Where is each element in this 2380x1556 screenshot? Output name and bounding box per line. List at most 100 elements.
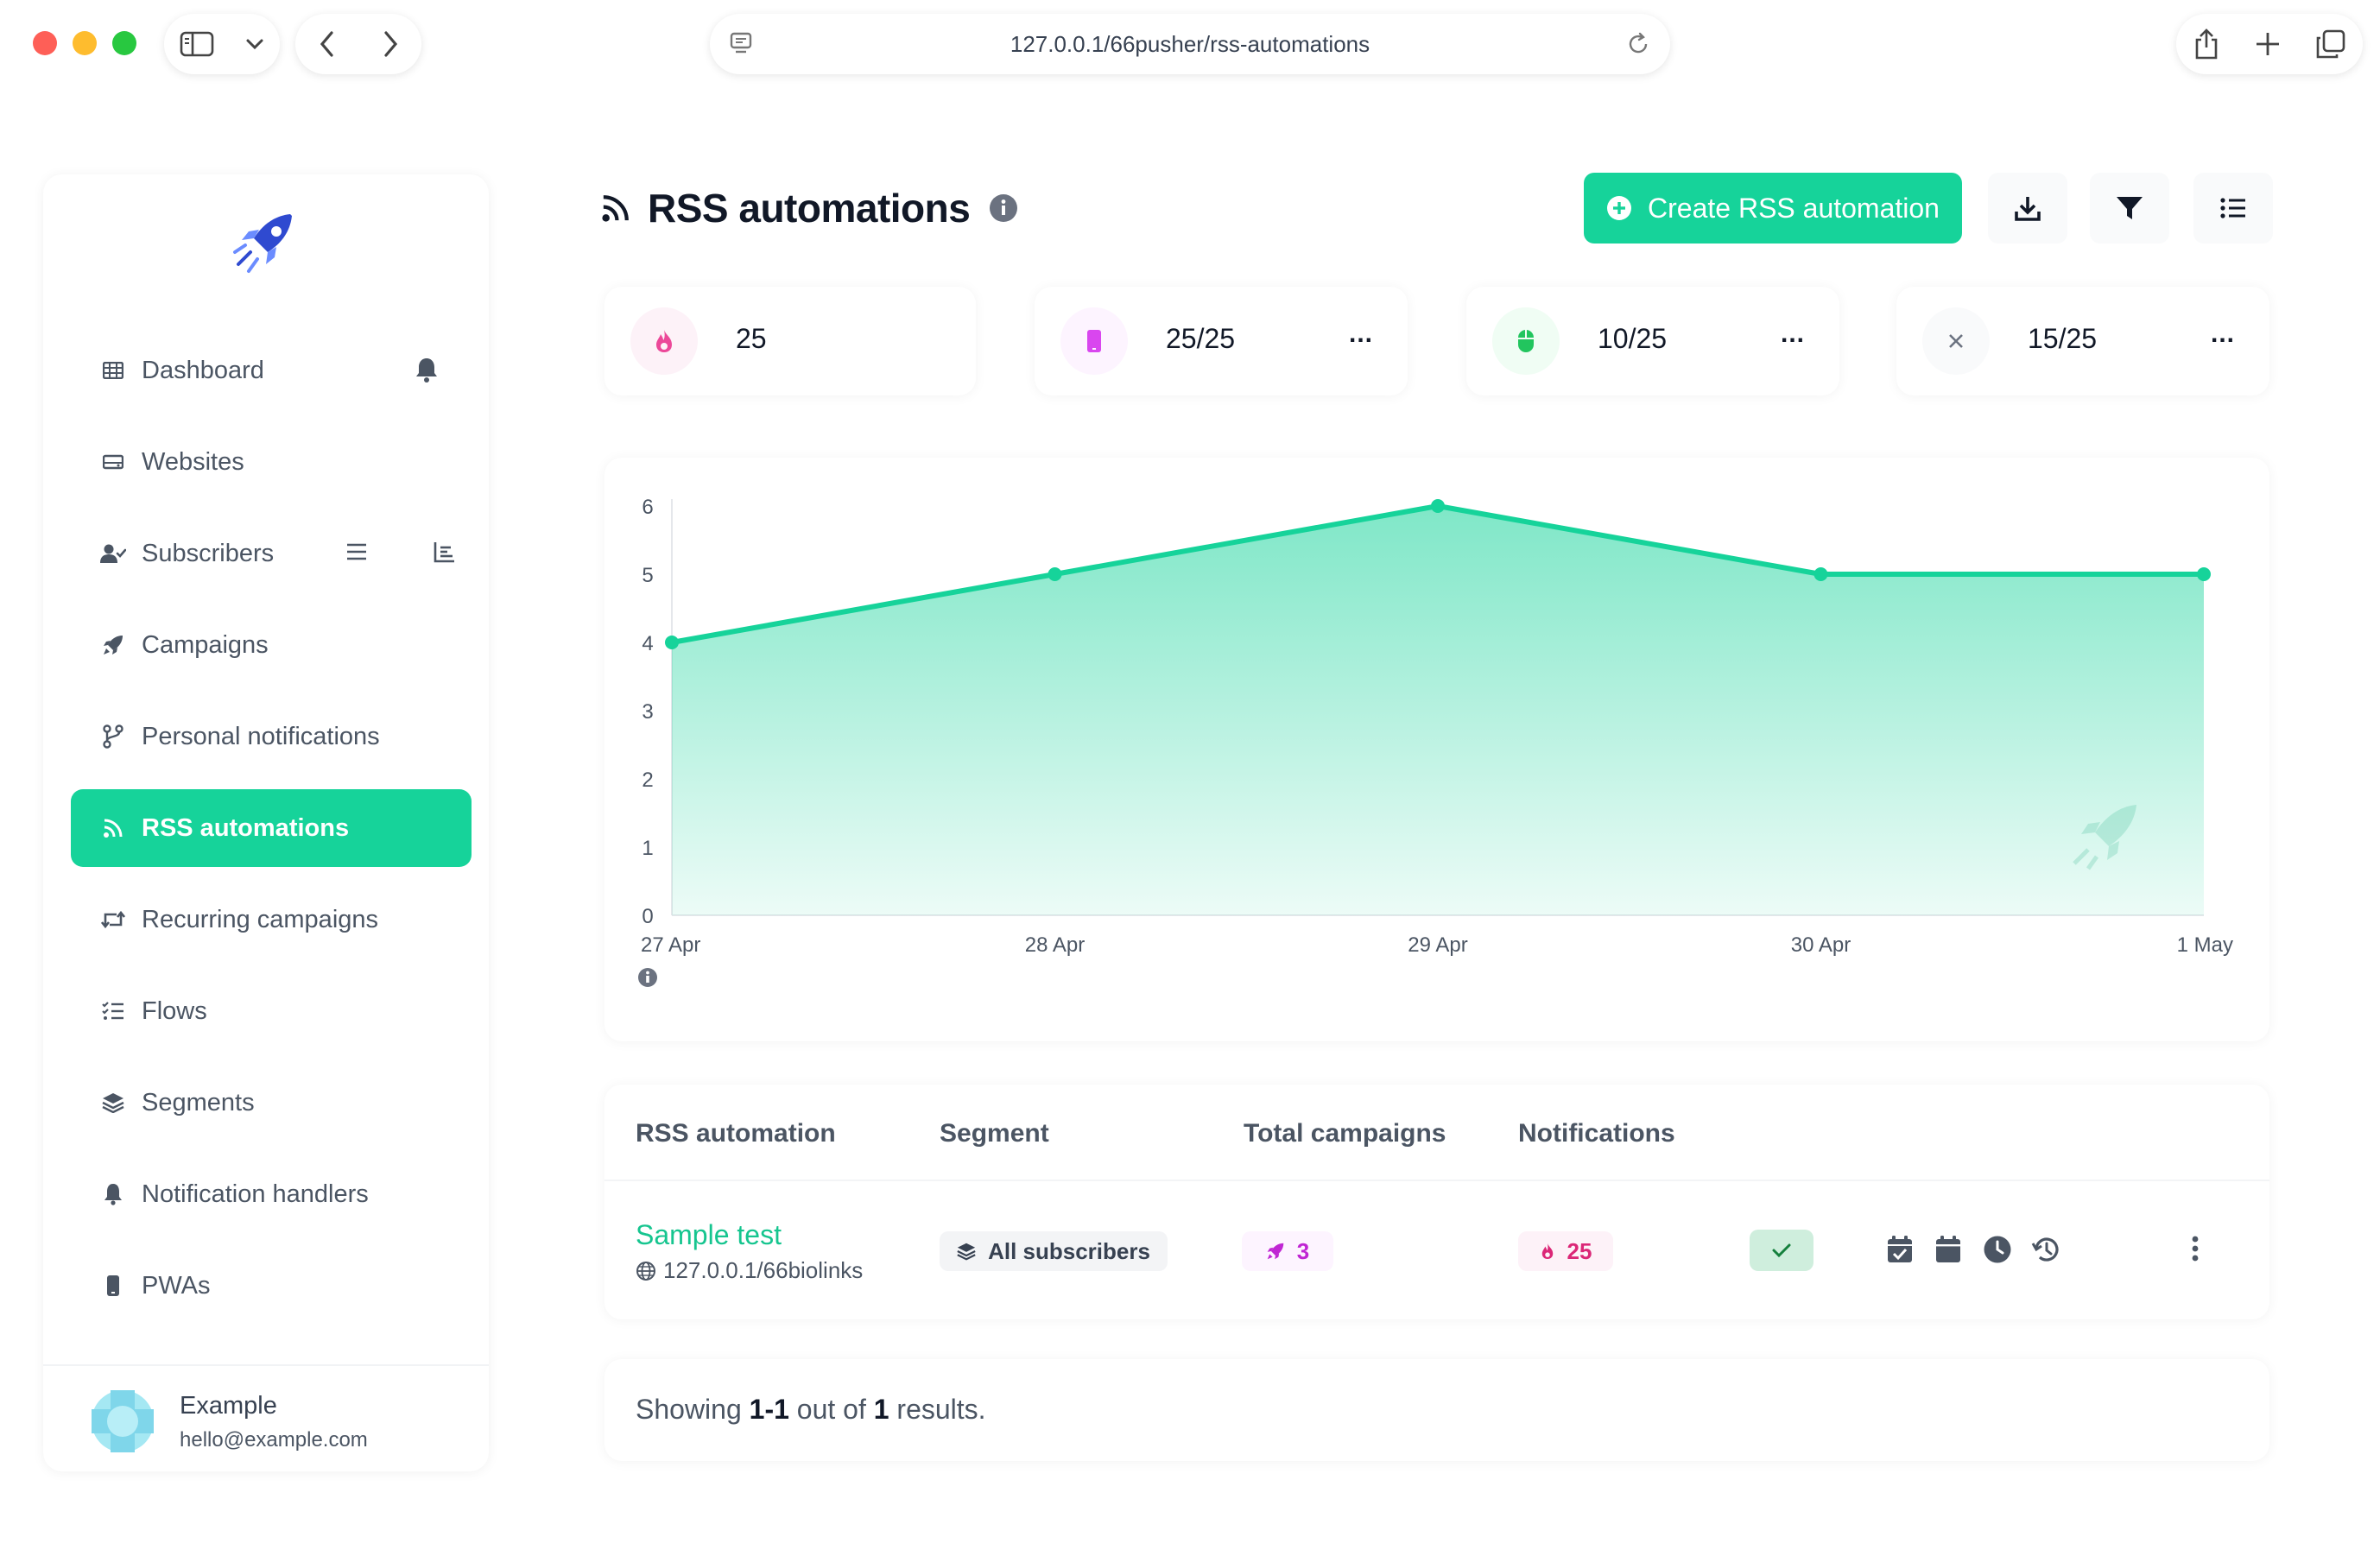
y-tick-label: 5 [642,564,653,587]
sidebar-item-label: Personal notifications [142,722,380,750]
chevron-down-icon[interactable] [245,37,264,51]
address-url: 127.0.0.1/66pusher/rss-automations [1010,30,1370,57]
sidebar-item-pwas[interactable]: PWAs [71,1247,472,1325]
x-tick-label: 29 Apr [1408,933,1467,957]
share-icon[interactable] [2193,28,2220,60]
sidebar-item-campaigns[interactable]: Campaigns [71,606,472,684]
create-rss-automation-button[interactable]: Create RSS automation [1584,173,1962,244]
sidebar-item-subscribers[interactable]: Subscribers [71,515,472,592]
sidebar-item-label: Segments [142,1088,255,1116]
sidebar-item-websites[interactable]: Websites [71,423,472,501]
history-nav-group [295,14,421,74]
sidebar-toggle-icon[interactable] [180,30,214,58]
y-tick-label: 0 [642,905,653,928]
x-tick-label: 30 Apr [1791,933,1851,957]
calendar-icon[interactable] [1934,1235,1962,1264]
layer-group-icon [100,1090,126,1116]
browser-chrome: 127.0.0.1/66pusher/rss-automations [0,0,2380,95]
sidebar-item-recurring-campaigns[interactable]: Recurring campaigns [71,881,472,958]
pagination-prefix: Showing [636,1394,742,1425]
sidebar: Dashboard Websites Subscribers Campaigns [43,174,489,1471]
stat-value: 15/25 [2028,323,2098,354]
stat-card-closed: 15/25 ... [1896,287,2269,395]
hdd-icon [100,449,126,475]
retweet-icon [100,907,126,933]
rss-icon [100,815,126,841]
fire-icon [630,307,698,375]
sidebar-item-label: Dashboard [142,356,264,384]
columns-button[interactable] [2193,173,2273,244]
stat-card-displayed: 25/25 ... [1035,287,1408,395]
address-bar[interactable]: 127.0.0.1/66pusher/rss-automations [710,14,1670,74]
minimize-window-button[interactable] [73,31,97,55]
pagination-total: 1 [873,1394,889,1425]
column-header-segment[interactable]: Segment [940,1119,1049,1148]
page-header: RSS automations [601,178,1018,238]
segment-badge[interactable]: All subscribers [940,1231,1168,1271]
data-point[interactable] [1431,499,1445,513]
stat-more-button[interactable]: ... [1348,319,1373,348]
clock-icon[interactable] [1983,1235,2012,1264]
data-point[interactable] [2197,567,2211,581]
sidebar-item-label: Campaigns [142,630,269,659]
pagination-middle: out of [796,1394,866,1425]
sidebar-item-label: Notification handlers [142,1180,369,1208]
status-toggle[interactable] [1750,1230,1813,1271]
list-lines-icon[interactable] [345,542,368,561]
total-campaigns-value: 3 [1296,1237,1310,1264]
column-header-rss-automation[interactable]: RSS automation [636,1119,836,1148]
globe-icon [636,1261,656,1281]
sidebar-item-notification-handlers[interactable]: Notification handlers [71,1155,472,1233]
rocket-logo-icon[interactable] [230,207,302,280]
new-tab-icon[interactable] [2254,30,2282,58]
pagination-suffix: results. [896,1394,986,1425]
more-options-icon[interactable] [2190,1235,2200,1262]
page-info-icon[interactable] [729,31,753,57]
sidebar-item-personal-notifications[interactable]: Personal notifications [71,698,472,775]
sidebar-item-flows[interactable]: Flows [71,972,472,1050]
data-point[interactable] [1048,567,1062,581]
user-check-icon [100,541,126,566]
export-button[interactable] [1988,173,2067,244]
sidebar-item-dashboard[interactable]: Dashboard [71,332,472,409]
info-circle-icon[interactable] [989,193,1018,223]
notification-bell-icon[interactable] [415,357,439,383]
close-window-button[interactable] [33,31,57,55]
avatar [92,1390,154,1452]
pagination-summary: Showing 1-1 out of 1 results. [636,1394,986,1426]
layer-group-icon [957,1242,976,1261]
user-profile[interactable]: Example hello@example.com [43,1364,489,1471]
y-tick-label: 1 [642,837,653,860]
data-point[interactable] [665,636,679,649]
zoom-window-button[interactable] [112,31,136,55]
column-header-notifications[interactable]: Notifications [1518,1119,1675,1148]
table-icon [100,357,126,383]
page-title: RSS automations [648,186,971,231]
plus-circle-icon [1606,195,1632,221]
notifications-value: 25 [1567,1237,1592,1264]
mouse-icon [1492,307,1560,375]
sidebar-item-rss-automations[interactable]: RSS automations [71,789,472,867]
history-icon[interactable] [2031,1235,2060,1264]
forward-arrow-icon[interactable] [382,30,399,58]
chart-info-icon[interactable] [638,968,657,987]
chart-bar-icon[interactable] [434,541,456,563]
column-header-total-campaigns[interactable]: Total campaigns [1244,1119,1446,1148]
mobile-icon [100,1273,126,1299]
reload-icon[interactable] [1625,31,1651,57]
stat-more-button[interactable]: ... [2210,319,2235,348]
sidebar-item-segments[interactable]: Segments [71,1064,472,1142]
rss-automation-name-link[interactable]: Sample test [636,1219,782,1250]
stat-more-button[interactable]: ... [1780,319,1805,348]
calendar-check-icon[interactable] [1886,1235,1914,1264]
stat-value: 25 [736,323,767,354]
data-point[interactable] [1813,567,1828,581]
filter-button[interactable] [2090,173,2169,244]
tab-overview-icon[interactable] [2315,28,2346,60]
sidebar-item-label: PWAs [142,1271,211,1300]
back-arrow-icon[interactable] [319,30,336,58]
y-tick-label: 3 [642,700,653,724]
stat-card-sent: 25 [604,287,976,395]
y-tick-label: 4 [642,632,653,655]
x-tick-label: 28 Apr [1025,933,1085,957]
